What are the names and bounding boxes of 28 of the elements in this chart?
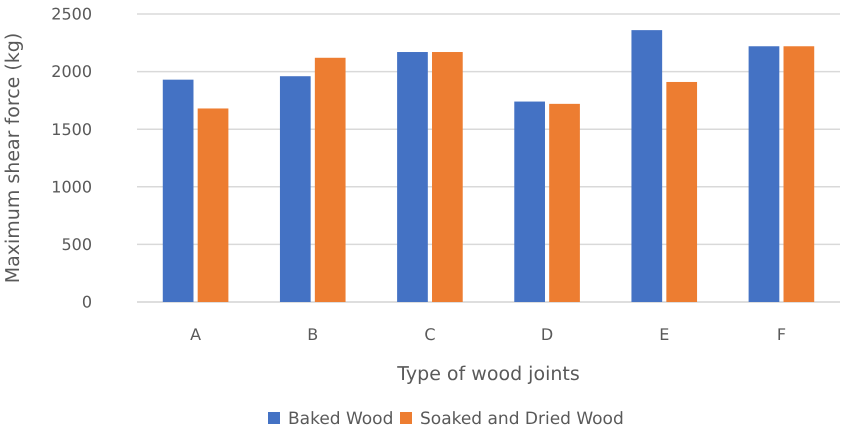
y-tick-label: 500 <box>61 235 92 254</box>
bar <box>784 46 814 302</box>
x-tick-label: C <box>424 325 436 344</box>
x-tick-label: B <box>307 325 318 344</box>
y-tick-label: 2000 <box>51 62 92 82</box>
y-tick-label: 2500 <box>51 4 92 24</box>
legend-label: Soaked and Dried Wood <box>420 409 624 429</box>
y-tick-label: 1000 <box>51 177 92 196</box>
x-axis-title: Type of wood joints <box>396 363 580 385</box>
x-tick-label: A <box>190 325 202 344</box>
bar <box>432 52 463 302</box>
y-tick-label: 1500 <box>51 120 92 139</box>
bar <box>514 102 545 302</box>
bar <box>666 82 698 302</box>
x-tick-label: F <box>776 325 786 344</box>
bar <box>280 76 311 302</box>
bar <box>748 46 780 302</box>
bar <box>162 80 194 302</box>
bar <box>549 104 580 302</box>
x-tick-label: E <box>659 325 670 344</box>
y-tick-label: 0 <box>82 292 92 312</box>
bar <box>198 108 228 302</box>
bar <box>314 58 346 302</box>
legend-label: Baked Wood <box>288 409 394 429</box>
x-tick-label: D <box>540 325 554 344</box>
y-axis-title: Maximum shear force (kg) <box>2 32 24 284</box>
bar <box>631 30 662 302</box>
bar <box>397 52 428 302</box>
